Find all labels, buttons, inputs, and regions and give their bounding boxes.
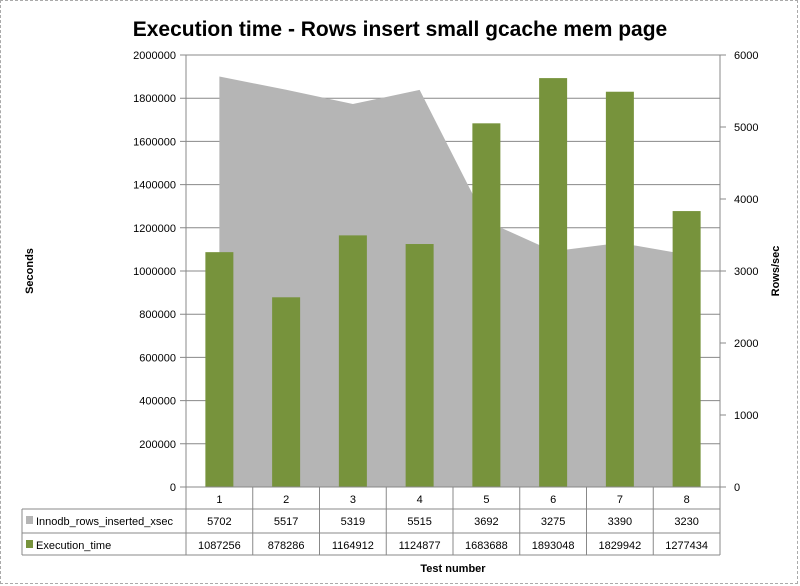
bar-execution-time [672, 211, 701, 487]
legend-swatch [26, 540, 33, 548]
bar-execution-time [539, 78, 568, 488]
area-series-innodb-rows-inserted [219, 76, 687, 488]
y-tick-left: 1200000 [133, 223, 176, 235]
table-cell: 5702 [207, 516, 231, 528]
x-tick-label: 7 [617, 494, 623, 506]
x-tick-label: 4 [417, 494, 423, 506]
y-tick-left: 1800000 [133, 93, 176, 105]
y-tick-right: 3000 [734, 266, 758, 278]
table-cell: 3275 [541, 516, 565, 528]
y-tick-right: 2000 [734, 338, 758, 350]
table-cell: 3692 [474, 516, 498, 528]
table-cell: 3230 [674, 516, 698, 528]
legend-label: Innodb_rows_inserted_xsec [36, 516, 173, 528]
y-tick-right: 0 [734, 482, 740, 494]
y-tick-right: 6000 [734, 50, 758, 62]
table-cell: 3390 [608, 516, 632, 528]
y-tick-left: 0 [170, 482, 176, 494]
legend-label: Execution_time [36, 540, 111, 552]
table-cell: 1124877 [399, 540, 441, 552]
x-tick-label: 1 [216, 494, 222, 506]
y-tick-left: 2000000 [133, 50, 176, 62]
table-cell: 1087256 [198, 540, 241, 552]
y-axis-right-label: Rows/sec [770, 246, 782, 297]
y-tick-left: 1000000 [133, 266, 176, 278]
bar-execution-time [472, 123, 501, 487]
y-tick-left: 600000 [139, 352, 176, 364]
chart-title: Execution time - Rows insert small gcach… [133, 18, 668, 41]
legend-swatch [26, 516, 33, 524]
x-tick-label: 8 [684, 494, 690, 506]
table-cell: 1829942 [598, 540, 641, 552]
y-tick-right: 4000 [734, 194, 758, 206]
table-cell: 1683688 [465, 540, 508, 552]
y-axis-left-label: Seconds [24, 248, 36, 294]
y-tick-left: 1600000 [133, 136, 176, 148]
y-tick-right: 5000 [734, 122, 758, 134]
table-cell: 5319 [341, 516, 365, 528]
x-axis-label: Test number [420, 563, 486, 575]
table-cell: 1893048 [532, 540, 575, 552]
bar-execution-time [272, 297, 301, 487]
bar-execution-time [405, 244, 434, 487]
y-tick-left: 400000 [139, 396, 176, 408]
table-cell: 5517 [274, 516, 298, 528]
table-cell: 878286 [268, 540, 305, 552]
y-tick-left: 200000 [139, 439, 176, 451]
table-cell: 1164912 [332, 540, 374, 552]
table-cell: 1277434 [665, 540, 708, 552]
bar-execution-time [338, 235, 367, 487]
x-tick-label: 2 [283, 494, 289, 506]
y-tick-left: 800000 [139, 309, 176, 321]
y-tick-right: 1000 [734, 410, 758, 422]
x-tick-label: 5 [483, 494, 489, 506]
y-tick-left: 1400000 [133, 180, 176, 192]
bar-execution-time [205, 252, 234, 487]
x-tick-label: 3 [350, 494, 356, 506]
x-tick-label: 6 [550, 494, 556, 506]
bar-execution-time [605, 91, 634, 487]
table-cell: 5515 [407, 516, 431, 528]
